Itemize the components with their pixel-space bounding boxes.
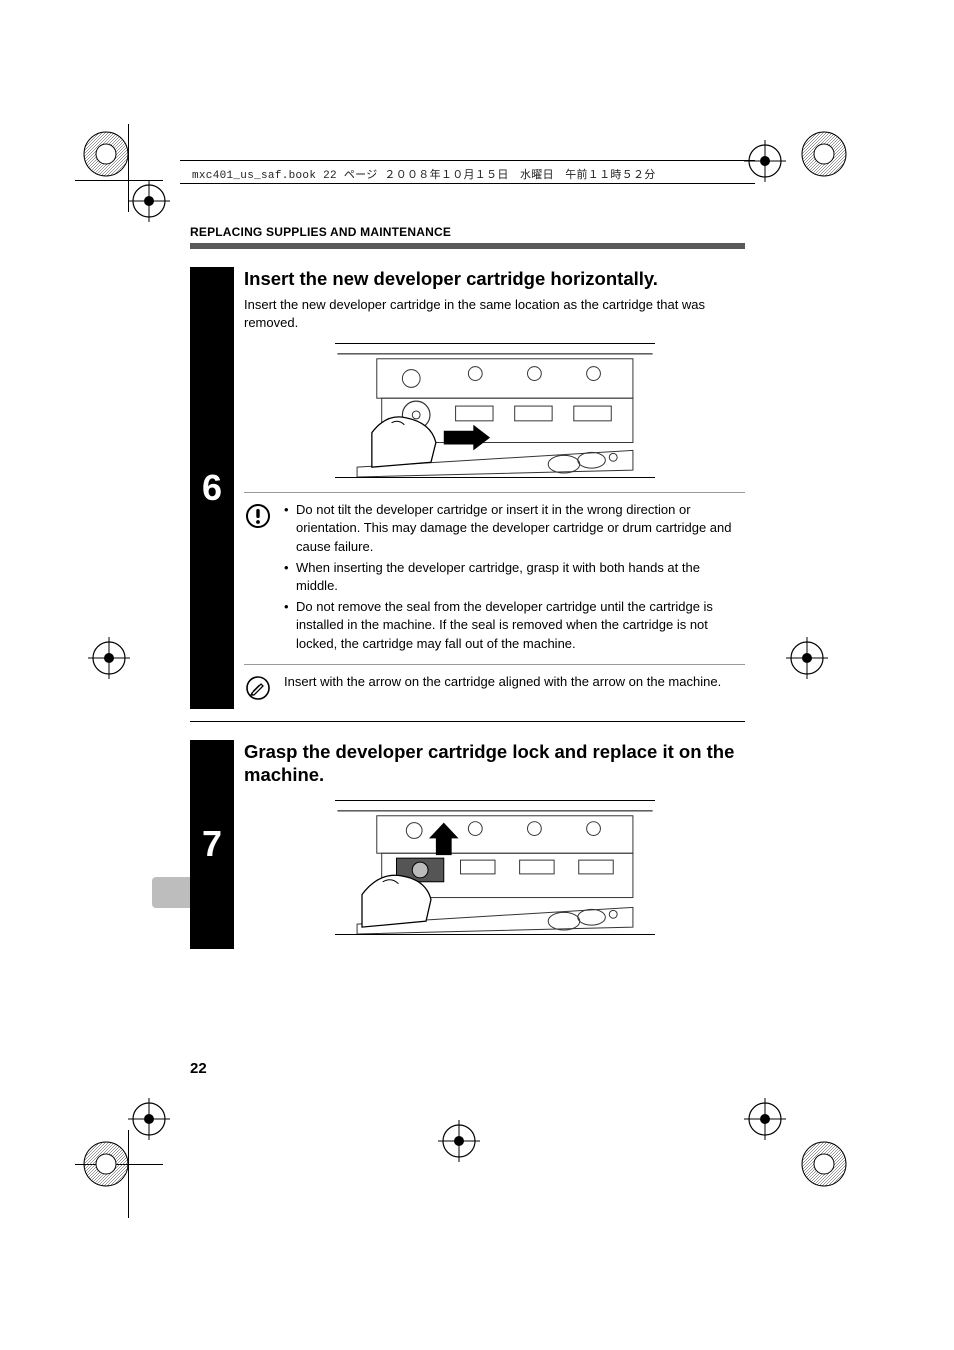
header-divider — [190, 243, 745, 249]
caution-block: Do not tilt the developer cartridge or i… — [244, 501, 745, 656]
step-7-number: 7 — [190, 740, 234, 949]
step-divider — [190, 721, 745, 722]
regmark-mid-right-cross — [786, 637, 828, 684]
caution-icon — [244, 501, 272, 656]
regmark-mid-left-cross — [88, 637, 130, 684]
caution-item-2: When inserting the developer cartridge, … — [284, 559, 745, 595]
section-header: REPLACING SUPPLIES AND MAINTENANCE — [190, 225, 745, 239]
caution-item-3: Do not remove the seal from the develope… — [284, 598, 745, 653]
step-7-illustration — [335, 800, 655, 935]
regmark-top-left-cross — [128, 180, 170, 227]
step-6-number: 6 — [190, 267, 234, 709]
regmark-top-left — [80, 128, 132, 185]
page-number: 22 — [190, 1060, 207, 1077]
pencil-note-text: Insert with the arrow on the cartridge a… — [284, 673, 745, 701]
regmark-bot-right-cross — [744, 1098, 786, 1145]
page-content: REPLACING SUPPLIES AND MAINTENANCE 6 Ins… — [190, 225, 745, 949]
regmark-top-right — [798, 128, 850, 185]
step-7-title: Grasp the developer cartridge lock and r… — [244, 740, 745, 786]
regmark-bot-mid-cross — [438, 1120, 480, 1167]
page-tab-marker — [152, 877, 190, 908]
step-7: 7 Grasp the developer cartridge lock and… — [190, 740, 745, 949]
header-rule-bot — [180, 183, 755, 184]
regmark-bot-left-cross — [128, 1098, 170, 1145]
step-6-description: Insert the new developer cartridge in th… — [244, 296, 745, 331]
step-6-title: Insert the new developer cartridge horiz… — [244, 267, 745, 290]
regmark-bot-right — [798, 1138, 850, 1195]
caution-item-1: Do not tilt the developer cartridge or i… — [284, 501, 745, 556]
header-rule-top — [180, 160, 755, 161]
step-6-illustration — [335, 343, 655, 478]
pencil-icon — [244, 673, 272, 701]
regmark-top-right-cross — [744, 140, 786, 187]
step-6: 6 Insert the new developer cartridge hor… — [190, 267, 745, 709]
header-filename: mxc401_us_saf.book 22 ページ ２００８年１０月１５日 水曜… — [192, 166, 656, 182]
regmark-bot-left — [80, 1138, 132, 1195]
pencil-note-block: Insert with the arrow on the cartridge a… — [244, 673, 745, 701]
caution-list: Do not tilt the developer cartridge or i… — [284, 501, 745, 656]
